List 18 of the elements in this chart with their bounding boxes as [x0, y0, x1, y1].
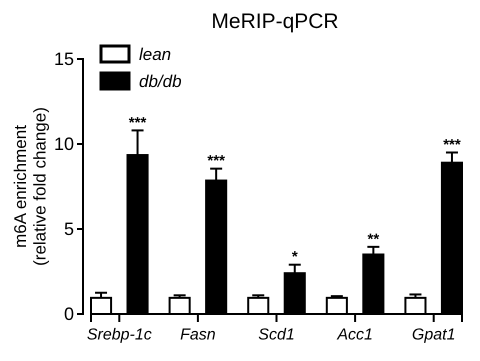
annotation: *** [443, 136, 461, 154]
legend-label: db/db [139, 72, 182, 91]
x-tick-label: Scd1 [258, 326, 295, 344]
annotation: * [292, 248, 298, 266]
x-tick-label: Gpat1 [412, 326, 456, 344]
annotation: *** [207, 152, 226, 170]
x-tick-label: Srebp-1c [86, 326, 152, 344]
annotation: ** [368, 230, 380, 248]
chart-title: MeRIP-qPCR [211, 10, 339, 33]
legend-label: lean [139, 45, 172, 64]
x-tick-label: Fasn [180, 326, 216, 344]
y-axis-title: m6A enrichment (relative fold change) [11, 107, 50, 266]
annotation: *** [128, 114, 146, 132]
y-tick-label: 5 [64, 218, 74, 239]
y-tick-label: 15 [54, 48, 74, 69]
x-tick-label: Acc1 [336, 326, 373, 344]
y-tick-label: 0 [64, 304, 74, 324]
y-tick-label: 10 [54, 134, 74, 154]
